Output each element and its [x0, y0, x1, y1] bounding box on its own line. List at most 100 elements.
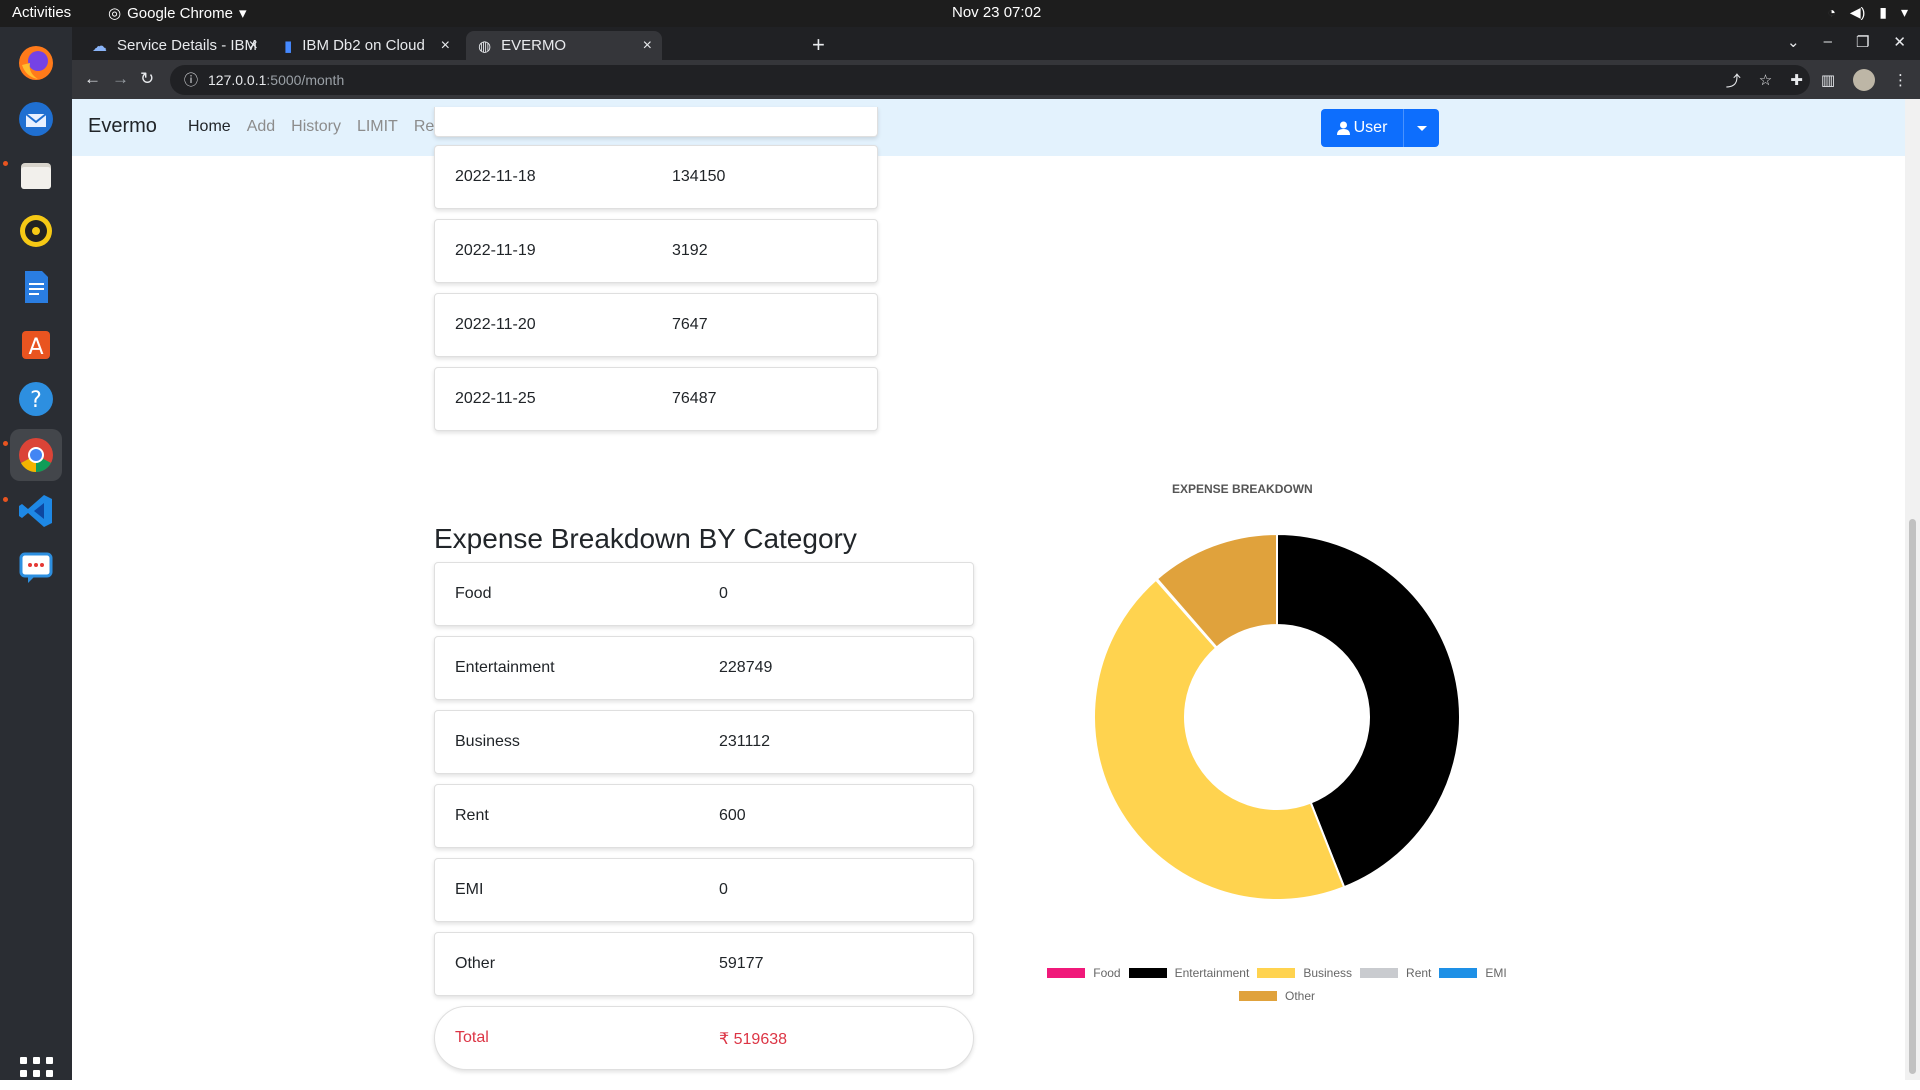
info-icon[interactable]: ⓘ — [184, 72, 198, 88]
toolbar-actions: ⤴ ☆ ✚ ▥ ⋮ — [1726, 69, 1908, 91]
extensions-icon[interactable]: ✚ — [1790, 72, 1803, 89]
svg-text:?: ? — [30, 388, 42, 413]
nav-home[interactable]: Home — [188, 118, 231, 135]
chart-legend: Food Entertainment Business Rent EMI Other — [1032, 962, 1522, 1008]
category-row: Food 0 — [434, 562, 974, 626]
legend-label: Entertainment — [1174, 966, 1250, 980]
category-name: Other — [455, 955, 496, 972]
category-name: Food — [455, 585, 492, 602]
system-top-bar: Activities ◎ Google Chrome ▾ Nov 23 07:0… — [0, 0, 1920, 27]
minimize-icon[interactable]: – — [1823, 33, 1832, 50]
page-scrollbar[interactable] — [1905, 99, 1920, 1080]
system-tray[interactable]: ◔ ◀) ▮ ▾ — [1827, 4, 1908, 21]
user-dropdown-toggle[interactable] — [1403, 109, 1439, 147]
chevron-down-icon: ▾ — [238, 5, 247, 22]
user-button-group: User — [1321, 109, 1439, 147]
category-row: EMI 0 — [434, 858, 974, 922]
rhythmbox-icon[interactable] — [10, 205, 62, 257]
user-button[interactable]: User — [1321, 119, 1403, 137]
nav-history[interactable]: History — [291, 118, 341, 135]
reload-icon[interactable]: ↻ — [140, 69, 155, 88]
row-date: 2022-11-20 — [455, 316, 536, 333]
chart-title: EXPENSE BREAKDOWN — [1172, 482, 1313, 496]
clock[interactable]: Nov 23 07:02 — [952, 4, 1042, 21]
more-menu-icon[interactable]: ⋮ — [1893, 72, 1908, 89]
thunderbird-icon[interactable] — [10, 93, 62, 145]
app-name: Google Chrome — [127, 4, 233, 22]
brand[interactable]: Evermo — [88, 115, 157, 137]
app-menu[interactable]: ◎ Google Chrome ▾ — [108, 4, 247, 23]
page-viewport: Evermo Home Add History LIMIT Report Use… — [72, 99, 1920, 1080]
user-button-label: User — [1353, 119, 1388, 136]
browser-toolbar: ← → ↻ ⓘ 127.0.0.1:5000/month ⤴ ☆ ✚ ▥ ⋮ — [72, 60, 1920, 99]
chat-icon[interactable] — [10, 541, 62, 593]
category-section-title: Expense Breakdown BY Category — [434, 523, 857, 554]
profile-avatar[interactable] — [1853, 69, 1875, 91]
nav-limit[interactable]: LIMIT — [356, 118, 398, 135]
category-amount: 0 — [719, 585, 728, 602]
vscode-icon[interactable] — [10, 485, 62, 537]
new-tab-icon[interactable]: + — [812, 32, 825, 57]
daily-row: 2022-11-19 3192 — [434, 219, 878, 283]
bookmark-star-icon[interactable]: ☆ — [1758, 72, 1773, 89]
help-icon[interactable]: ? — [10, 373, 62, 425]
maximize-icon[interactable]: ❐ — [1855, 34, 1870, 51]
share-icon[interactable]: ⤴ — [1725, 72, 1741, 90]
donut-slice-other[interactable] — [1155, 532, 1278, 649]
scrollbar-thumb[interactable] — [1909, 519, 1916, 1074]
legend-swatch — [1439, 968, 1478, 978]
donut-slice-business[interactable] — [1093, 578, 1346, 901]
ibm-cloud-icon: ☁ — [92, 37, 107, 55]
tab-evermo[interactable]: ◍ EVERMO × — [466, 31, 662, 60]
legend-item-food[interactable]: Food — [1047, 962, 1121, 984]
chevron-down-icon: ▾ — [1900, 4, 1908, 20]
chrome-icon[interactable] — [10, 429, 62, 481]
show-apps-icon[interactable] — [20, 1057, 53, 1090]
close-icon[interactable]: × — [642, 36, 652, 54]
close-window-icon[interactable]: ✕ — [1893, 34, 1906, 51]
daily-row: 2022-11-20 7647 — [434, 293, 878, 357]
total-value: ₹ 519638 — [719, 1031, 788, 1048]
legend-item-business[interactable]: Business — [1257, 962, 1352, 984]
daily-row: 2022-11-18 134150 — [434, 145, 878, 209]
total-label: Total — [455, 1029, 489, 1046]
row-date: 2022-11-25 — [455, 390, 536, 407]
tab-service-details[interactable]: ☁ Service Details - IBM Clou × — [80, 31, 268, 60]
side-panel-icon[interactable]: ▥ — [1820, 72, 1835, 89]
firefox-icon[interactable] — [10, 37, 62, 89]
category-amount: 0 — [719, 881, 728, 898]
tab-strip: ☁ Service Details - IBM Clou × ▮ IBM Db2… — [72, 27, 1920, 60]
forward-icon[interactable]: → — [112, 69, 129, 88]
legend-item-emi[interactable]: EMI — [1439, 962, 1507, 984]
window-controls: ⌄ – ❐ ✕ — [1787, 33, 1906, 51]
legend-item-entertainment[interactable]: Entertainment — [1128, 962, 1250, 984]
list-item — [434, 107, 878, 137]
tab-title: Service Details - IBM Clou — [117, 37, 256, 54]
svg-text:A: A — [28, 335, 43, 360]
category-row: Entertainment 228749 — [434, 636, 974, 700]
back-icon[interactable]: ← — [84, 69, 101, 88]
donut-slice-entertainment[interactable] — [1276, 532, 1461, 889]
close-icon[interactable]: × — [248, 36, 258, 54]
close-icon[interactable]: × — [440, 36, 450, 54]
legend-item-rent[interactable]: Rent — [1360, 962, 1431, 984]
wifi-icon: ◔ — [1827, 4, 1836, 20]
globe-icon: ◍ — [478, 37, 492, 55]
app-center-icon[interactable]: A — [10, 317, 62, 369]
writer-icon[interactable] — [10, 261, 62, 313]
battery-icon: ▮ — [1879, 4, 1887, 20]
activities-button[interactable]: Activities — [12, 4, 72, 21]
address-bar[interactable]: ⓘ 127.0.0.1:5000/month — [170, 65, 1810, 95]
row-amount: 76487 — [672, 390, 717, 407]
legend-label: Food — [1093, 966, 1121, 980]
category-amount: 600 — [719, 807, 746, 824]
tab-ibm-db2[interactable]: ▮ IBM Db2 on Cloud × — [272, 31, 460, 60]
nav-add[interactable]: Add — [246, 118, 276, 135]
tab-search-icon[interactable]: ⌄ — [1787, 34, 1800, 51]
url-path: :5000/month — [266, 72, 345, 88]
files-icon[interactable] — [10, 149, 62, 201]
legend-item-other[interactable]: Other — [1238, 985, 1315, 1007]
category-row: Business 231112 — [434, 710, 974, 774]
legend-label: Rent — [1406, 966, 1432, 980]
category-name: Entertainment — [455, 659, 555, 676]
